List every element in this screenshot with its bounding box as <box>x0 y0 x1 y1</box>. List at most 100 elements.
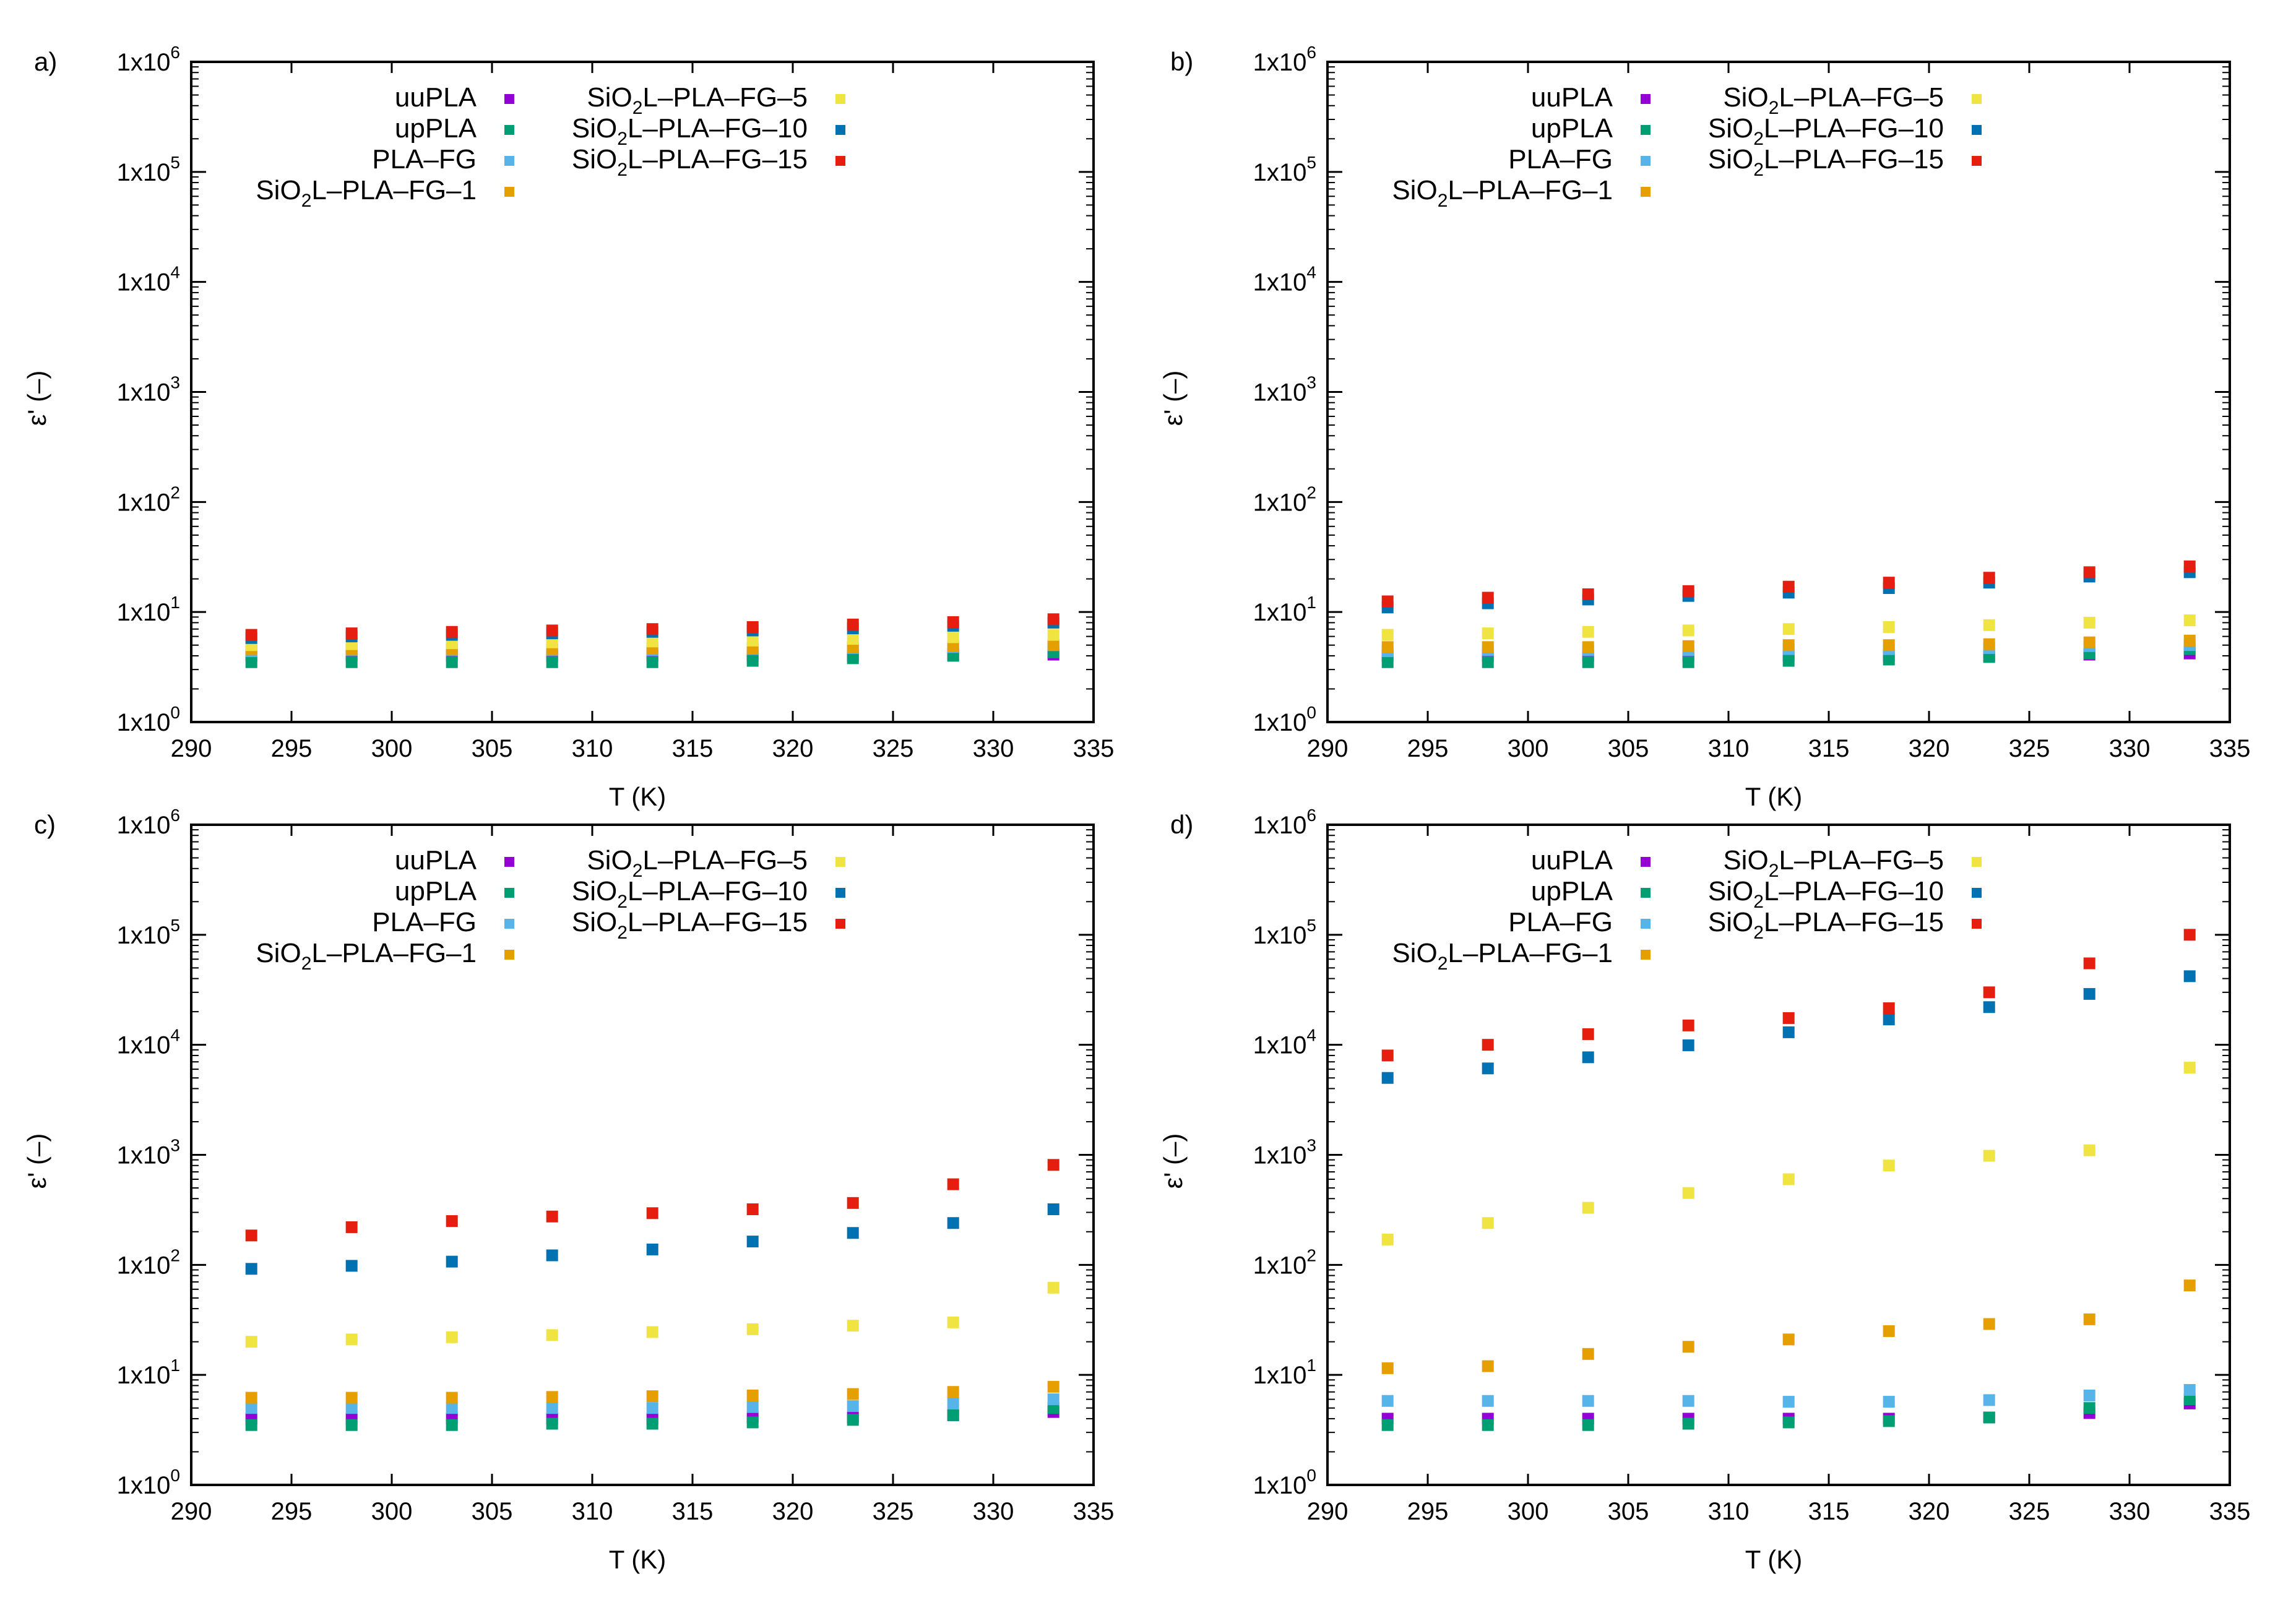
legend-label: SiO2L–PLA–FG–15 <box>1708 907 1944 943</box>
data-point <box>646 1207 658 1219</box>
y-tick-label: 1x101 <box>1253 1356 1316 1389</box>
legend-marker <box>835 919 845 929</box>
legend-marker <box>1972 125 1982 135</box>
y-tick-label: 1x102 <box>117 483 180 516</box>
legend-label: upPLA <box>395 113 477 144</box>
data-point <box>1983 1150 1995 1162</box>
data-point <box>1682 585 1694 597</box>
data-point <box>1582 656 1594 668</box>
y-tick-label: 1x100 <box>117 1466 180 1499</box>
legend-label: SiO2L–PLA–FG–15 <box>1708 144 1944 180</box>
x-tick-label: 325 <box>873 735 914 762</box>
x-tick-label: 320 <box>1909 1498 1950 1525</box>
y-tick-label: 1x101 <box>117 593 180 626</box>
data-point <box>847 1388 859 1400</box>
data-point <box>1582 588 1594 600</box>
data-point <box>345 1419 358 1431</box>
legend-label: SiO2L–PLA–FG–15 <box>572 144 808 180</box>
data-point <box>1482 627 1494 640</box>
data-point <box>1047 1159 1060 1171</box>
data-point <box>245 1419 257 1431</box>
data-point <box>947 1316 959 1328</box>
legend-marker <box>1641 156 1651 166</box>
data-point <box>1047 629 1060 641</box>
data-point <box>847 1400 859 1413</box>
data-point <box>1682 624 1694 637</box>
data-point <box>2083 636 2095 648</box>
data-point <box>1983 1394 1995 1406</box>
data-point <box>1883 653 1895 666</box>
data-point <box>1682 1341 1694 1353</box>
data-point <box>1983 986 1995 999</box>
legend-label: SiO2L–PLA–FG–1 <box>256 175 477 211</box>
series-4 <box>245 1281 1060 1348</box>
data-point <box>746 634 759 647</box>
data-point <box>245 1263 257 1275</box>
data-point <box>1582 1395 1594 1407</box>
x-tick-label: 290 <box>1307 735 1349 762</box>
x-axis-label: T (K) <box>609 782 667 811</box>
data-point <box>1381 1419 1394 1431</box>
y-tick-label: 1x105 <box>117 153 180 186</box>
data-point <box>245 1402 257 1414</box>
data-point <box>1047 1203 1060 1216</box>
data-point <box>1482 591 1494 604</box>
data-point <box>746 1203 759 1216</box>
series-4 <box>1381 614 2196 641</box>
data-point <box>646 656 658 668</box>
y-tick-label: 1x106 <box>1253 806 1316 839</box>
data-point <box>1381 629 1394 641</box>
data-point <box>1381 595 1394 608</box>
legend-label: SiO2L–PLA–FG–10 <box>1708 876 1944 912</box>
legend-marker <box>504 950 514 960</box>
x-tick-label: 335 <box>2209 735 2251 762</box>
data-point <box>1482 1360 1494 1372</box>
data-point <box>1582 1051 1594 1064</box>
data-point <box>245 1229 257 1242</box>
x-tick-label: 320 <box>1909 735 1950 762</box>
legend-label: SiO2L–PLA–FG–10 <box>572 876 808 912</box>
y-tick-label: 1x102 <box>1253 483 1316 516</box>
data-point <box>1782 1012 1795 1024</box>
data-point <box>2083 957 2095 970</box>
x-tick-label: 310 <box>572 1498 613 1525</box>
x-tick-label: 295 <box>271 1498 313 1525</box>
data-point <box>2183 614 2196 627</box>
panel-d: 290 295 300 305 310 315 320 325 330 335 1x100 1x101… <box>1159 806 2250 1574</box>
series-3 <box>1381 1280 2196 1374</box>
data-point <box>1983 572 1995 584</box>
legend-label: SiO2L–PLA–FG–5 <box>587 82 808 118</box>
y-axis-label: ε' (–) <box>22 1133 51 1189</box>
data-point <box>2183 929 2196 941</box>
data-point <box>345 1391 358 1404</box>
data-point <box>1047 1380 1060 1393</box>
data-point <box>546 636 558 648</box>
data-point <box>847 1414 859 1426</box>
x-tick-label: 295 <box>271 735 313 762</box>
legend-label: PLA–FG <box>372 907 477 937</box>
data-point <box>446 1419 458 1431</box>
panel-label: c) <box>34 810 56 839</box>
data-point <box>345 1402 358 1414</box>
x-tick-label: 320 <box>772 735 814 762</box>
data-point <box>2083 1144 2095 1156</box>
data-point <box>1482 1395 1494 1407</box>
y-tick-label: 1x106 <box>1253 43 1316 76</box>
legend-label: upPLA <box>1531 113 1613 144</box>
data-point <box>546 1329 558 1341</box>
legend-marker <box>504 919 514 929</box>
x-tick-label: 320 <box>772 1498 814 1525</box>
data-point <box>1782 639 1795 652</box>
legend-marker <box>504 125 514 135</box>
data-point <box>2083 616 2095 629</box>
data-point <box>1883 1396 1895 1408</box>
x-tick-label: 325 <box>2009 735 2050 762</box>
data-point <box>546 1249 558 1262</box>
panel-a: 290 295 300 305 310 315 320 325 330 335 1x100 1x101… <box>22 43 1114 811</box>
y-axis-label: ε' (–) <box>22 371 51 426</box>
series-2 <box>245 1393 1060 1414</box>
legend-label: SiO2L–PLA–FG–1 <box>1392 938 1613 974</box>
series-1 <box>1381 1393 2196 1431</box>
x-tick-label: 290 <box>171 1498 212 1525</box>
